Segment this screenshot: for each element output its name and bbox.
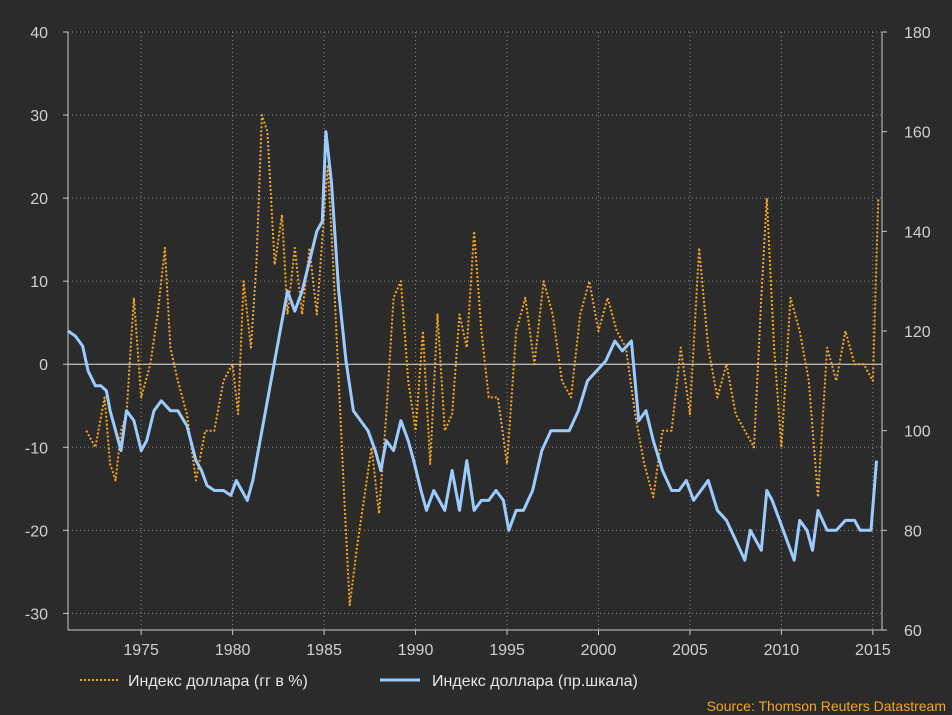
right-tick-label: 160	[904, 125, 931, 142]
legend-label-yoy: Индекс доллара (гг в %)	[128, 673, 308, 690]
left-tick-label: -10	[25, 440, 48, 457]
left-tick-label: 30	[30, 108, 48, 125]
left-tick-label: -30	[25, 606, 48, 623]
x-tick-label: 1990	[398, 642, 434, 659]
x-tick-label: 2005	[672, 642, 708, 659]
legend: Индекс доллара (гг в %) Индекс доллара (…	[80, 673, 638, 690]
x-axis-ticks: 1975 1980 1985 1990 1995 2000 2005 2010 2015	[123, 630, 891, 659]
x-tick-label: 1975	[123, 642, 159, 659]
legend-label-index: Индекс доллара (пр.шкала)	[432, 673, 638, 690]
source-note: Source: Thomson Reuters Datastream	[707, 698, 946, 714]
x-tick-label: 2000	[581, 642, 617, 659]
right-tick-label: 100	[904, 424, 931, 441]
left-tick-label: 20	[30, 191, 48, 208]
right-axis-ticks: 180 160 140 120 100 80 60	[882, 25, 931, 640]
x-tick-label: 1995	[489, 642, 525, 659]
x-tick-label: 2010	[764, 642, 800, 659]
right-tick-label: 80	[904, 523, 922, 540]
left-tick-label: 0	[39, 357, 48, 374]
right-tick-label: 60	[904, 623, 922, 640]
grid	[68, 31, 882, 630]
series-yoy-line	[85, 114, 880, 607]
left-tick-label: -20	[25, 523, 48, 540]
right-tick-label: 180	[904, 25, 931, 42]
x-tick-label: 1980	[215, 642, 251, 659]
left-tick-label: 10	[30, 274, 48, 291]
left-axis-ticks: 40 30 20 10 0 -10 -20 -30	[25, 25, 68, 623]
x-tick-label: 1985	[306, 642, 342, 659]
x-tick-label: 2015	[855, 642, 891, 659]
series-layer	[67, 114, 880, 607]
right-tick-label: 140	[904, 224, 931, 241]
left-tick-label: 40	[30, 25, 48, 42]
right-tick-label: 120	[904, 324, 931, 341]
series-index-line	[67, 130, 878, 562]
